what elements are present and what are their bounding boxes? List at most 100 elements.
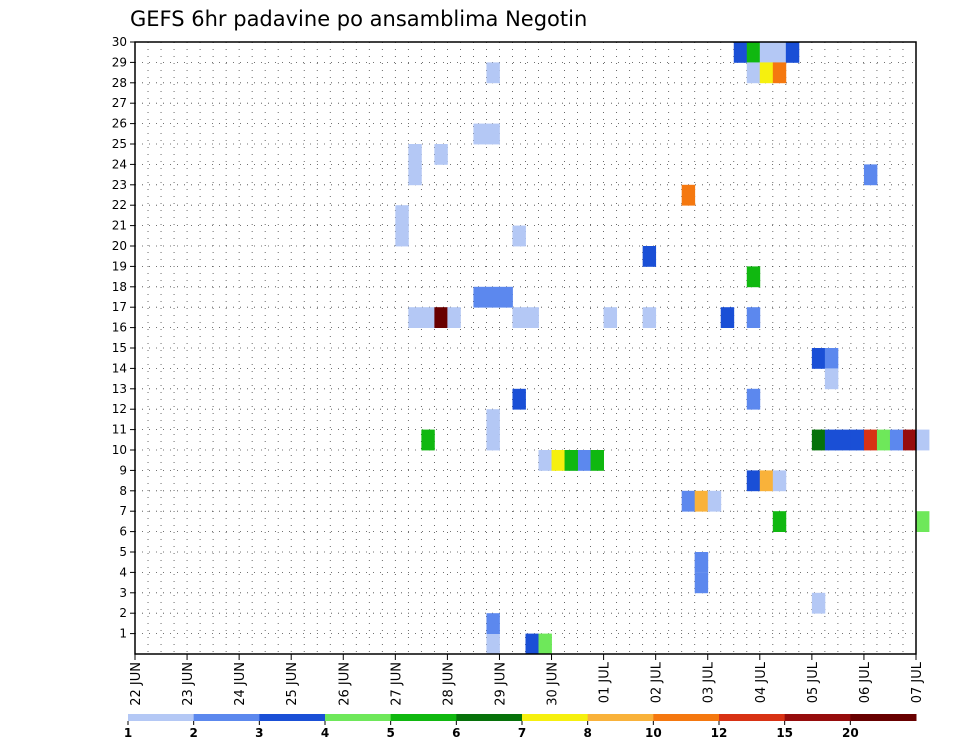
data-cell (889, 429, 904, 451)
y-tick-label: 20 (112, 239, 127, 253)
data-cell (863, 164, 878, 186)
data-cell (772, 62, 787, 84)
data-cell (486, 286, 500, 308)
legend-label: 20 (842, 726, 859, 740)
y-axis: 1234567891011121314151617181920212223242… (112, 35, 135, 641)
data-cell (434, 307, 448, 328)
data-cell (642, 246, 657, 267)
x-tick-label: 23 JUN (181, 662, 196, 706)
y-tick-label: 11 (112, 423, 127, 437)
data-cell (681, 184, 696, 206)
data-cell (486, 123, 500, 145)
data-cell (772, 42, 787, 63)
y-tick-label: 13 (112, 382, 127, 396)
legend-swatch (259, 714, 326, 721)
legend-label: 4 (321, 726, 329, 740)
data-cell (720, 307, 735, 328)
y-tick-label: 24 (112, 157, 127, 171)
data-cell (564, 450, 578, 471)
data-cell (486, 613, 500, 634)
data-cells (395, 42, 930, 655)
data-cell (408, 144, 422, 165)
legend-label: 5 (386, 726, 394, 740)
data-cell (746, 470, 761, 492)
y-tick-label: 7 (119, 504, 127, 518)
legend-label: 1 (124, 726, 132, 740)
y-tick-label: 27 (112, 96, 127, 110)
data-cell (811, 592, 826, 614)
legend-swatch (325, 714, 392, 721)
y-tick-label: 18 (112, 280, 127, 294)
data-cell (863, 429, 878, 451)
x-tick-label: 03 JUL (702, 661, 717, 703)
data-cell (824, 348, 839, 369)
x-tick-label: 04 JUL (754, 661, 769, 703)
legend-swatch (128, 714, 195, 721)
y-tick-label: 17 (112, 300, 127, 314)
legend-label: 2 (189, 726, 197, 740)
x-tick-label: 01 JUL (598, 661, 613, 703)
data-cell (603, 307, 618, 328)
y-tick-label: 25 (112, 137, 127, 151)
data-cell (772, 470, 787, 492)
data-cell (577, 450, 591, 471)
data-cell (486, 409, 500, 430)
data-cell (694, 572, 709, 594)
data-cell (486, 633, 500, 655)
data-cell (395, 205, 409, 226)
data-cell (850, 429, 865, 451)
legend-swatch (850, 714, 917, 721)
legend-swatch (456, 714, 523, 721)
legend-label: 3 (255, 726, 263, 740)
data-cell (811, 348, 826, 369)
y-tick-label: 8 (119, 484, 127, 498)
data-cell (434, 144, 448, 165)
data-cell (486, 429, 500, 451)
y-tick-label: 9 (119, 463, 127, 477)
data-cell (421, 307, 435, 328)
x-tick-label: 24 JUN (233, 662, 248, 706)
data-cell (811, 429, 826, 451)
data-cell (694, 552, 709, 573)
chart-title: GEFS 6hr padavine po ansamblima Negotin (130, 7, 587, 31)
data-cell (395, 225, 409, 247)
data-cell (525, 633, 539, 655)
legend-swatch (390, 714, 457, 721)
grid (135, 41, 916, 654)
data-cell (512, 388, 526, 410)
data-cell (447, 307, 461, 328)
x-tick-label: 28 JUN (441, 662, 456, 706)
legend-label: 12 (711, 726, 728, 740)
x-tick-label: 30 JUN (546, 662, 561, 706)
legend-label: 6 (452, 726, 460, 740)
y-tick-label: 1 (119, 627, 127, 641)
y-tick-label: 2 (119, 606, 127, 620)
data-cell (512, 225, 526, 247)
data-cell (408, 164, 422, 186)
legend-label: 10 (645, 726, 662, 740)
x-tick-label: 26 JUN (337, 662, 352, 706)
data-cell (759, 62, 774, 84)
data-cell (785, 42, 800, 63)
y-tick-label: 5 (119, 545, 127, 559)
legend-label: 7 (518, 726, 526, 740)
data-cell (772, 511, 787, 532)
data-cell (538, 633, 552, 655)
legend-swatch (193, 714, 260, 721)
y-tick-label: 26 (112, 117, 127, 131)
data-cell (916, 511, 930, 532)
data-cell (746, 42, 761, 63)
y-tick-label: 15 (112, 341, 127, 355)
data-cell (902, 429, 917, 451)
data-cell (473, 286, 487, 308)
data-cell (746, 388, 761, 410)
y-tick-label: 16 (112, 321, 127, 335)
data-cell (642, 307, 657, 328)
legend-swatch (784, 714, 851, 721)
y-tick-label: 14 (112, 361, 127, 375)
data-cell (746, 62, 761, 84)
y-tick-label: 4 (119, 565, 127, 579)
legend-swatch (522, 714, 589, 721)
data-cell (525, 307, 539, 328)
